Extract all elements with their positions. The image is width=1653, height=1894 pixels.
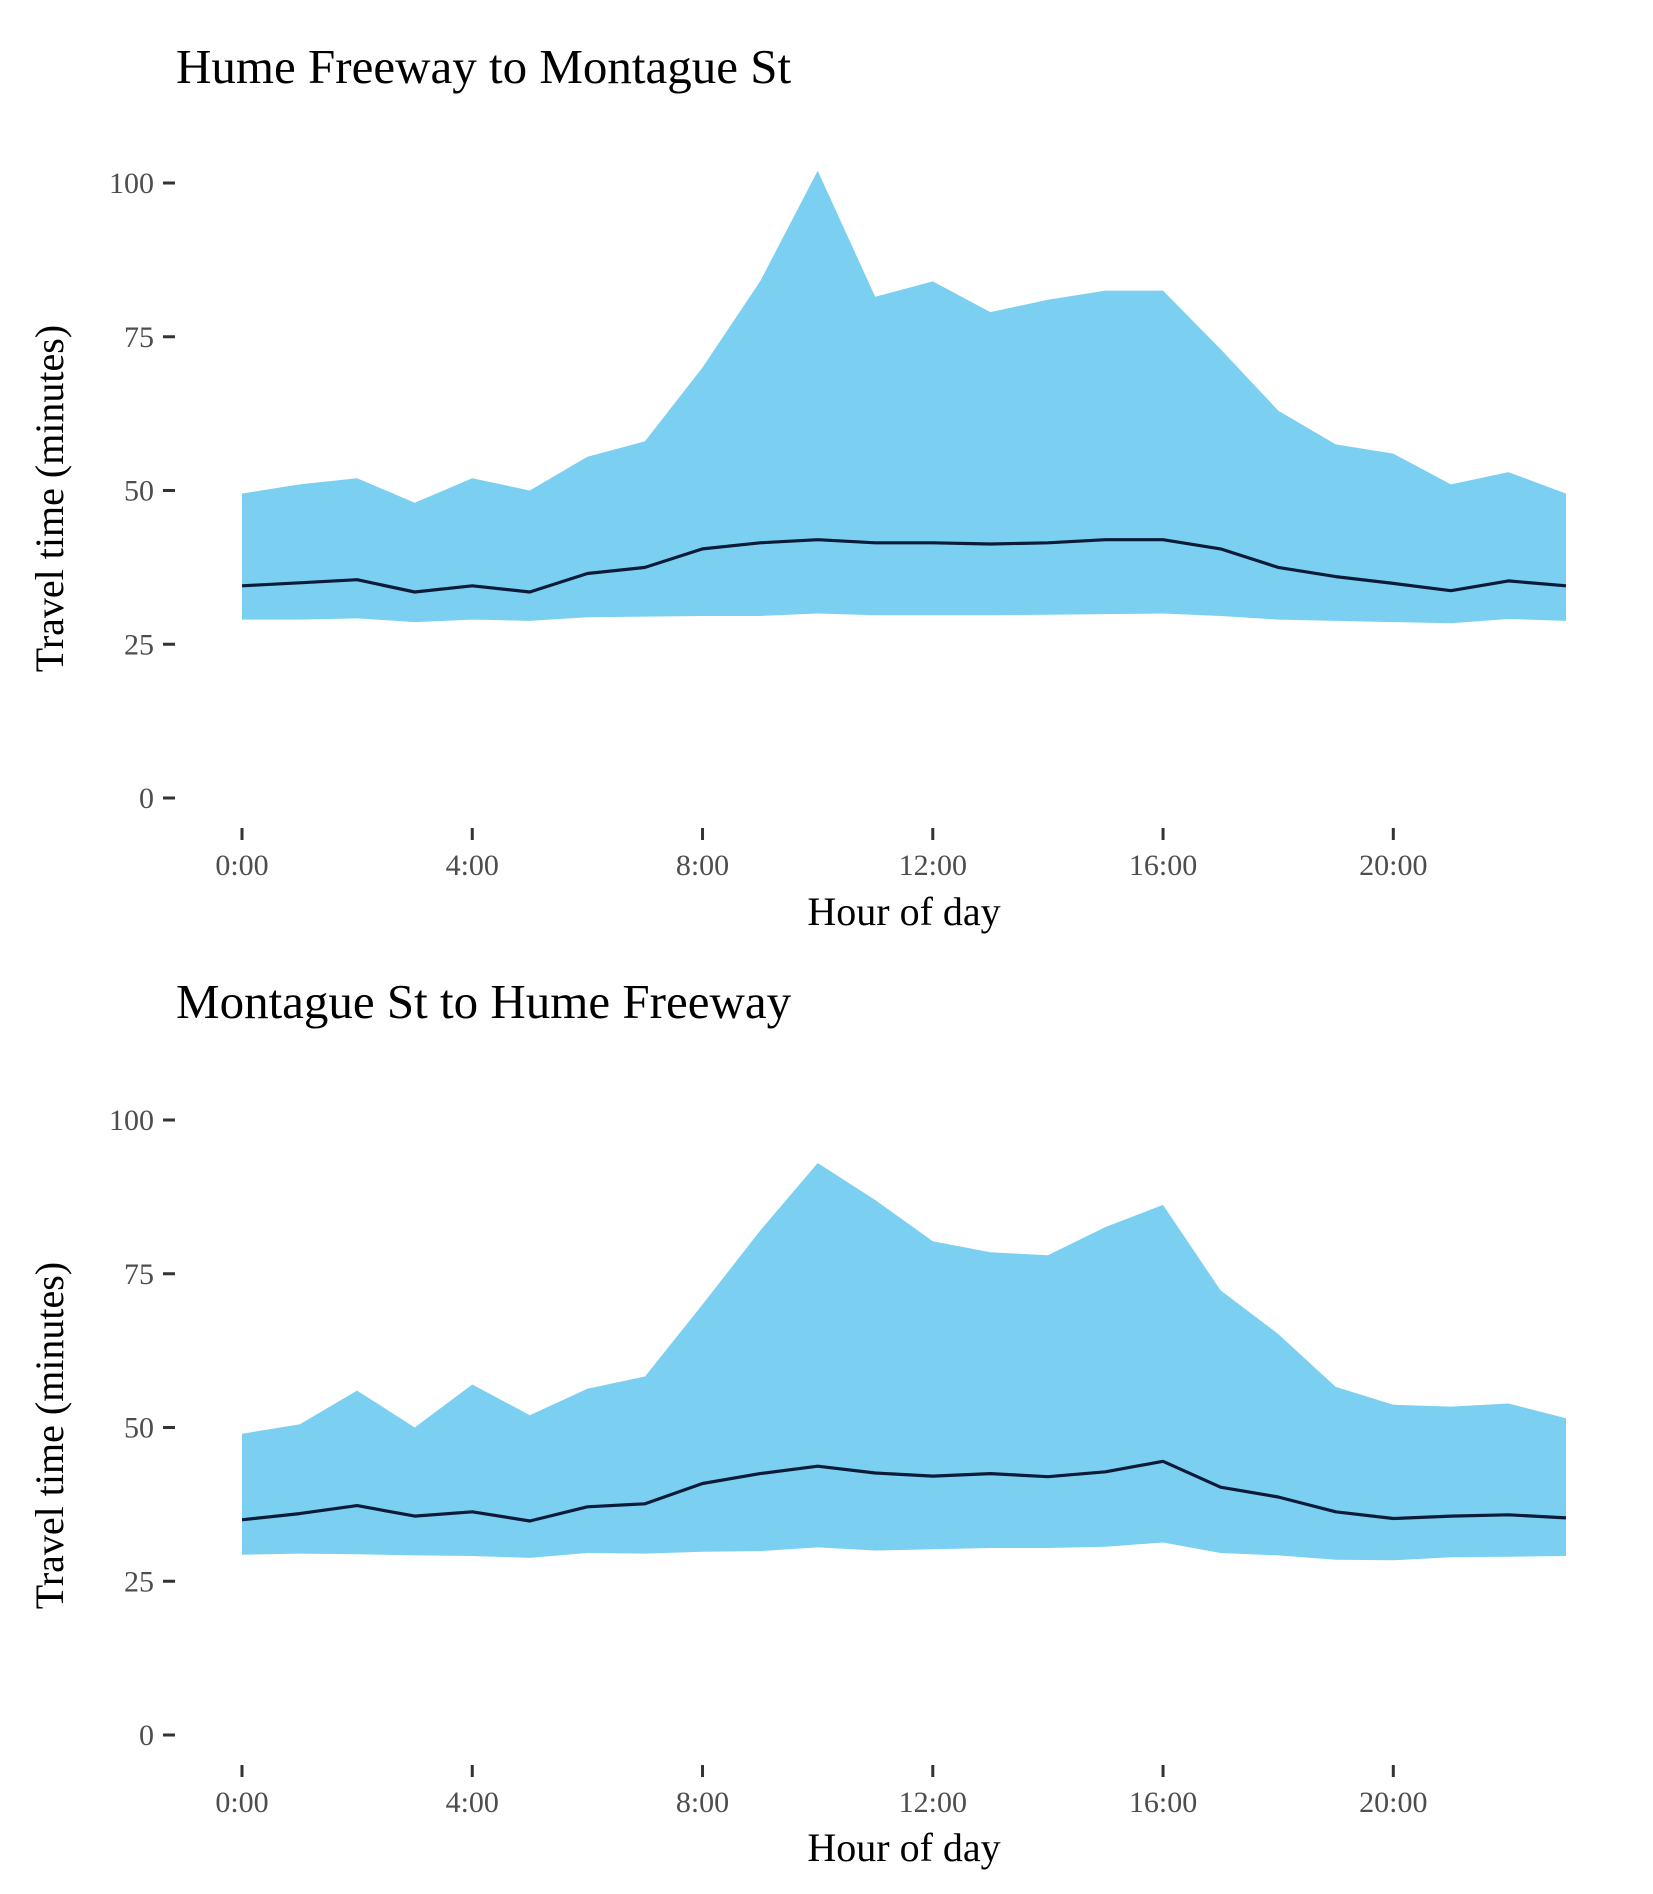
x-tick-label: 20:00 [1359, 1786, 1427, 1819]
x-axis-title: Hour of day [807, 889, 1000, 934]
y-axis-title: Travel time (minutes) [27, 325, 72, 672]
x-tick-label: 4:00 [446, 1786, 499, 1819]
travel-time-range-band [242, 170, 1566, 624]
x-tick-label: 16:00 [1129, 849, 1197, 882]
x-tick-label: 4:00 [446, 849, 499, 882]
x-tick-label: 8:00 [676, 849, 729, 882]
y-tick-label: 100 [109, 167, 154, 200]
chart-title: Montague St to Hume Freeway [176, 974, 792, 1029]
y-tick-label: 100 [109, 1104, 154, 1137]
y-tick-label: 75 [124, 321, 154, 354]
chart-title: Hume Freeway to Montague St [176, 39, 791, 94]
travel-time-range-band [242, 1163, 1566, 1561]
y-tick-label: 25 [124, 628, 154, 661]
y-tick-label: 75 [124, 1258, 154, 1291]
x-axis-title: Hour of day [807, 1825, 1000, 1870]
median-travel-time-line [241, 538, 1567, 594]
y-tick-label: 0 [139, 1719, 154, 1752]
panel-hume-to-montague: Hume Freeway to Montague St 0 25 50 75 100 0:0… [27, 39, 1567, 934]
y-tick-label: 25 [124, 1565, 154, 1598]
y-tick-label: 0 [139, 782, 154, 815]
x-tick-label: 12:00 [899, 1786, 967, 1819]
y-axis-title: Travel time (minutes) [27, 1262, 72, 1609]
x-tick-label: 12:00 [899, 849, 967, 882]
y-tick-label: 50 [124, 1412, 154, 1445]
x-tick-label: 20:00 [1359, 849, 1427, 882]
x-tick-label: 0:00 [215, 849, 268, 882]
x-tick-label: 16:00 [1129, 1786, 1197, 1819]
y-tick-label: 50 [124, 475, 154, 508]
x-tick-label: 0:00 [215, 1786, 268, 1819]
x-tick-label: 8:00 [676, 1786, 729, 1819]
panel-montague-to-hume: Montague St to Hume Freeway 0 25 50 75 100 0:0… [27, 974, 1567, 1870]
median-travel-time-line [241, 1459, 1567, 1523]
